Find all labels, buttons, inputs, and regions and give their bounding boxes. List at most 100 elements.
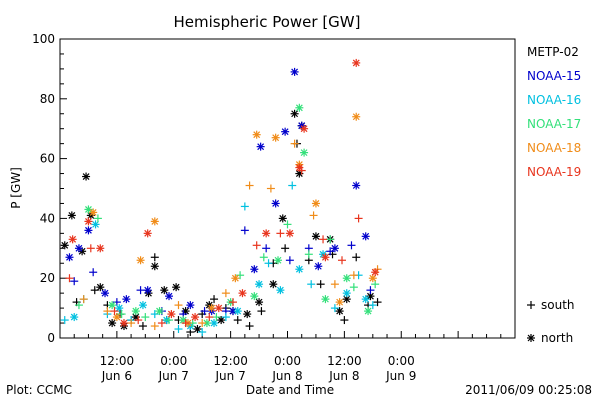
south-marker bbox=[221, 289, 230, 298]
x-tick-label-date: Jun 7 bbox=[215, 369, 246, 383]
y-axis-ticks: 0 20 40 60 80 100 bbox=[32, 32, 67, 345]
north-marker bbox=[186, 301, 195, 310]
north-marker bbox=[252, 130, 261, 139]
south-marker bbox=[150, 253, 159, 262]
series-noaa-17 bbox=[74, 103, 380, 328]
footer-plot-source: Plot: CCMC bbox=[6, 383, 72, 397]
north-marker bbox=[214, 304, 223, 313]
south-marker bbox=[252, 241, 261, 250]
north-marker bbox=[155, 307, 164, 316]
y-tick-label: 0 bbox=[47, 331, 55, 345]
south-marker bbox=[368, 301, 377, 310]
north-marker bbox=[243, 310, 252, 319]
north-marker bbox=[238, 289, 247, 298]
south-marker bbox=[198, 319, 207, 328]
x-tick-label-time: 0:00 bbox=[274, 354, 301, 368]
north-marker bbox=[321, 253, 330, 262]
north-marker bbox=[256, 142, 265, 151]
north-marker bbox=[295, 103, 304, 112]
footer-timestamp: 2011/06/09 00:25:08 bbox=[465, 383, 592, 397]
north-marker bbox=[271, 199, 280, 208]
south-marker bbox=[349, 283, 358, 292]
north-marker bbox=[193, 325, 202, 334]
hemisphere-legend-label: south bbox=[541, 298, 575, 312]
north-marker bbox=[281, 127, 290, 136]
north-marker bbox=[269, 280, 278, 289]
north-marker bbox=[89, 208, 98, 217]
north-marker bbox=[167, 310, 176, 319]
south-marker bbox=[366, 286, 375, 295]
south-marker bbox=[240, 202, 249, 211]
north-marker bbox=[290, 67, 299, 76]
south-marker bbox=[326, 235, 335, 244]
south-marker bbox=[330, 304, 339, 313]
south-marker bbox=[309, 211, 318, 220]
south-marker bbox=[117, 310, 126, 319]
south-marker bbox=[266, 184, 275, 193]
south-marker bbox=[245, 322, 254, 331]
north-marker bbox=[300, 124, 309, 133]
north-marker bbox=[70, 313, 79, 322]
south-marker bbox=[134, 316, 143, 325]
north-marker bbox=[364, 307, 373, 316]
north-marker bbox=[172, 283, 181, 292]
x-tick-label-date: Jun 9 bbox=[385, 369, 416, 383]
north-marker bbox=[136, 256, 145, 265]
north-marker bbox=[250, 265, 259, 274]
x-tick-label-time: 12:00 bbox=[213, 354, 248, 368]
north-marker bbox=[311, 232, 320, 241]
north-marker bbox=[233, 307, 242, 316]
north-marker bbox=[371, 268, 380, 277]
y-tick-label: 80 bbox=[40, 92, 55, 106]
south-marker bbox=[347, 241, 356, 250]
south-marker bbox=[527, 301, 535, 309]
south-marker bbox=[340, 316, 349, 325]
y-tick-label: 100 bbox=[32, 32, 55, 46]
north-marker bbox=[143, 229, 152, 238]
north-marker bbox=[361, 232, 370, 241]
x-tick-label-time: 12:00 bbox=[327, 354, 362, 368]
x-tick-label-date: Jun 6 bbox=[101, 369, 132, 383]
north-marker bbox=[335, 298, 344, 307]
north-marker bbox=[108, 319, 117, 328]
south-marker bbox=[259, 253, 268, 262]
x-tick-label-date: Jun 8 bbox=[271, 369, 302, 383]
north-marker bbox=[68, 235, 77, 244]
north-marker bbox=[290, 109, 299, 118]
legend-entry: METP-02 bbox=[527, 45, 579, 59]
series-noaa-15 bbox=[65, 67, 375, 319]
south-marker bbox=[233, 316, 242, 325]
south-marker bbox=[212, 313, 221, 322]
south-marker bbox=[319, 235, 328, 244]
south-marker bbox=[65, 274, 74, 283]
south-marker bbox=[316, 280, 325, 289]
series-noaa-16 bbox=[60, 181, 377, 337]
series-noaa-19 bbox=[65, 58, 380, 328]
legend-entry: NOAA-15 bbox=[527, 69, 581, 83]
north-marker bbox=[217, 316, 226, 325]
y-tick-label: 40 bbox=[40, 211, 55, 225]
series-metp-02 bbox=[60, 109, 382, 337]
north-marker bbox=[527, 334, 535, 342]
north-marker bbox=[82, 172, 91, 181]
north-marker bbox=[361, 295, 370, 304]
north-marker bbox=[84, 217, 93, 226]
south-marker bbox=[264, 259, 273, 268]
south-marker bbox=[150, 310, 159, 319]
south-marker bbox=[205, 313, 214, 322]
north-marker bbox=[271, 133, 280, 142]
south-marker bbox=[354, 214, 363, 223]
north-marker bbox=[191, 313, 200, 322]
x-tick-label-time: 0:00 bbox=[160, 354, 187, 368]
north-marker bbox=[342, 274, 351, 283]
south-marker bbox=[200, 307, 209, 316]
south-marker bbox=[112, 298, 121, 307]
south-marker bbox=[281, 244, 290, 253]
north-marker bbox=[352, 181, 361, 190]
south-marker bbox=[110, 307, 119, 316]
legend-entry: NOAA-19 bbox=[527, 165, 581, 179]
north-marker bbox=[276, 286, 285, 295]
north-marker bbox=[278, 214, 287, 223]
